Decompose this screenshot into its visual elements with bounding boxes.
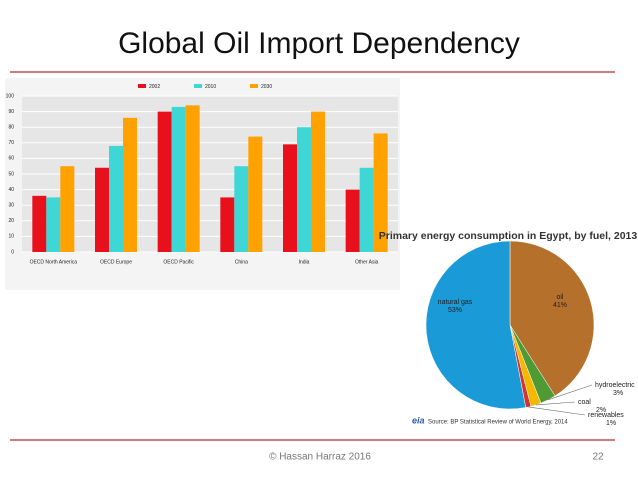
bar xyxy=(46,197,61,252)
logo: eia xyxy=(412,415,425,425)
legend-swatch xyxy=(194,84,202,88)
x-tick-label: OECD Pacific xyxy=(163,259,194,265)
leader-line xyxy=(528,406,586,416)
legend-label: 2002 xyxy=(149,84,160,90)
bar xyxy=(345,189,360,252)
legend-swatch xyxy=(250,84,258,88)
x-tick-label: OECD North America xyxy=(30,259,78,265)
bar xyxy=(297,127,311,252)
slice-label: coal xyxy=(578,399,591,406)
slice-value: 2% xyxy=(596,407,606,414)
bar xyxy=(157,111,172,252)
bar xyxy=(234,166,249,252)
bar xyxy=(95,167,109,252)
y-tick-label: 90 xyxy=(8,109,14,115)
slide-title: Global Oil Import Dependency xyxy=(118,27,520,60)
x-tick-label: Other Asia xyxy=(355,259,379,265)
slice-label: natural gas xyxy=(438,299,473,306)
slice-value: 1% xyxy=(606,420,616,427)
slice-label: renewables xyxy=(588,412,624,419)
slice-value: 41% xyxy=(553,302,567,309)
leader-line xyxy=(535,401,576,406)
slice-label: hydroelectric xyxy=(595,382,635,389)
leader-line xyxy=(548,384,593,401)
y-tick-label: 70 xyxy=(8,140,14,146)
legend-swatch xyxy=(138,84,146,88)
source: Source: BP Statistical Review of World E… xyxy=(428,420,568,426)
x-tick-label: China xyxy=(235,259,248,265)
y-tick-label: 50 xyxy=(8,171,14,177)
y-tick-label: 0 xyxy=(11,249,14,255)
bar xyxy=(32,195,47,252)
bar xyxy=(373,133,388,252)
slice-value: 3% xyxy=(613,390,623,397)
legend-label: 2010 xyxy=(205,84,216,90)
x-tick-label: OECD Europe xyxy=(100,259,132,265)
pie-title: Primary energy consumption in Egypt, by … xyxy=(379,230,638,242)
slice-label: oil xyxy=(556,294,563,301)
pie-slice xyxy=(425,240,527,410)
x-tick-label: India xyxy=(299,259,310,265)
page-number: 22 xyxy=(592,452,604,463)
bar xyxy=(171,106,186,252)
slice-value: 53% xyxy=(448,307,462,314)
bar xyxy=(123,117,137,252)
y-tick-label: 40 xyxy=(8,187,14,193)
y-tick-label: 20 xyxy=(8,218,14,224)
footer: © Hassan Harraz 2016 xyxy=(269,452,371,463)
y-tick-label: 30 xyxy=(8,203,14,209)
bar xyxy=(283,144,297,252)
bar xyxy=(220,197,235,252)
legend-label: 2030 xyxy=(261,84,272,90)
pie-slice xyxy=(509,240,595,397)
bar xyxy=(185,105,200,252)
y-tick-label: 60 xyxy=(8,156,14,162)
bar xyxy=(311,111,325,252)
y-tick-label: 80 xyxy=(8,125,14,131)
bar xyxy=(109,145,123,252)
y-tick-label: 10 xyxy=(8,234,14,240)
y-tick-label: 100 xyxy=(6,93,15,99)
bar xyxy=(248,136,263,252)
bar xyxy=(359,167,374,252)
bar xyxy=(60,166,75,252)
